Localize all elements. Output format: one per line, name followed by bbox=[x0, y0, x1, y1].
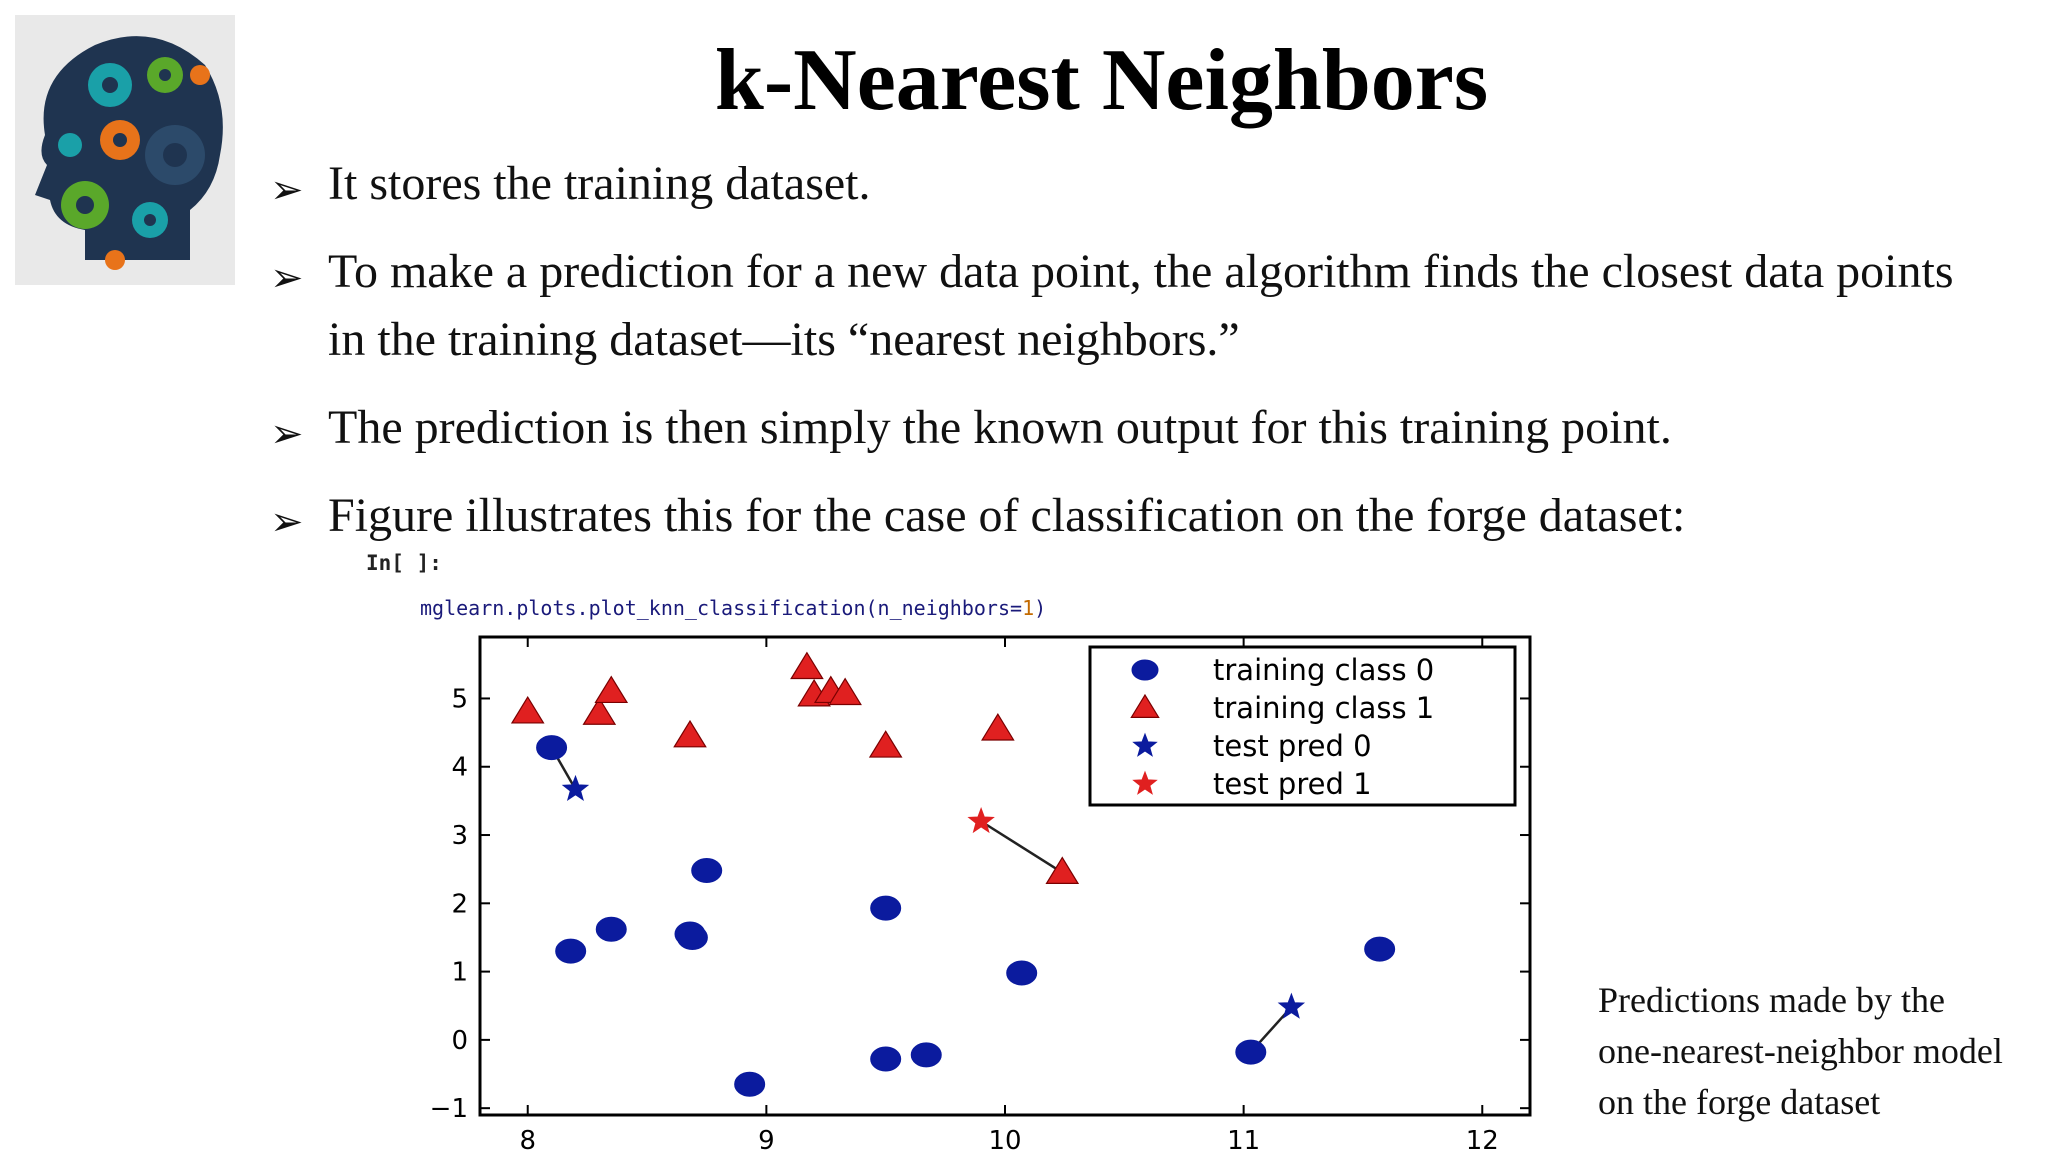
brain-gears-logo bbox=[15, 15, 235, 285]
training-class-0-point bbox=[595, 916, 627, 942]
bullet-item: ➢ The prediction is then simply the know… bbox=[270, 394, 1990, 462]
test-pred-0-point bbox=[561, 774, 590, 801]
caption-line: one-nearest-neighbor model bbox=[1598, 1031, 2003, 1071]
bullet-text: The prediction is then simply the known … bbox=[328, 401, 1672, 454]
x-tick-label: 9 bbox=[758, 1126, 775, 1156]
y-tick-label: 5 bbox=[451, 684, 468, 714]
code-argument: 1 bbox=[1022, 596, 1035, 620]
bullet-text: Figure illustrates this for the case of … bbox=[328, 489, 1686, 542]
caption-line: on the forge dataset bbox=[1598, 1082, 1881, 1122]
arrow-bullet-icon: ➢ bbox=[270, 499, 304, 544]
y-tick-label: 1 bbox=[451, 958, 468, 988]
y-tick-label: 0 bbox=[451, 1026, 468, 1056]
training-class-0-point bbox=[1235, 1039, 1267, 1065]
training-class-0-point bbox=[676, 924, 708, 950]
legend-marker bbox=[1131, 659, 1159, 681]
code-line: mglearn.plots.plot_knn_classification(n_… bbox=[420, 596, 1046, 620]
test-pred-1-point bbox=[967, 806, 995, 834]
caption-line: Predictions made by the bbox=[1598, 980, 1945, 1020]
legend-box bbox=[1088, 645, 1517, 807]
y-tick-label: 3 bbox=[451, 821, 468, 851]
test-pred-0-point bbox=[1277, 992, 1306, 1019]
bullet-text: It stores the training dataset. bbox=[328, 157, 871, 210]
y-tick-label: −1 bbox=[430, 1094, 468, 1124]
figure-caption: Predictions made by the one-nearest-neig… bbox=[1598, 975, 2043, 1128]
training-class-0-point bbox=[536, 735, 568, 761]
legend-label: training class 1 bbox=[1213, 691, 1434, 725]
slide-title: k-Nearest Neighbors bbox=[714, 32, 1489, 129]
training-class-1-point bbox=[582, 697, 617, 725]
training-class-0-point bbox=[691, 858, 723, 884]
arrow-bullet-icon: ➢ bbox=[270, 255, 304, 300]
arrow-bullet-icon: ➢ bbox=[270, 411, 304, 456]
training-class-1-point bbox=[790, 651, 824, 680]
training-class-1-point bbox=[828, 677, 862, 706]
training-class-0-point bbox=[910, 1042, 942, 1068]
x-tick-label: 8 bbox=[519, 1126, 536, 1156]
y-tick-label: 2 bbox=[451, 889, 468, 919]
bullet-item: ➢ Figure illustrates this for the case o… bbox=[270, 482, 1990, 550]
training-class-0-point bbox=[555, 938, 587, 964]
legend-marker bbox=[1130, 693, 1160, 718]
y-tick-label: 4 bbox=[451, 753, 468, 783]
training-class-0-point bbox=[870, 895, 902, 921]
training-class-1-point bbox=[673, 719, 707, 748]
bullet-item: ➢ It stores the training dataset. bbox=[270, 150, 1990, 218]
legend-label: test pred 1 bbox=[1213, 767, 1372, 801]
bullet-text: To make a prediction for a new data poin… bbox=[328, 245, 1954, 366]
training-class-0-point bbox=[734, 1071, 766, 1097]
training-class-1-point bbox=[510, 695, 545, 724]
training-class-1-point bbox=[1045, 856, 1080, 884]
legend-marker bbox=[1132, 770, 1158, 795]
code-call: mglearn.plots.plot_knn_classification(n_… bbox=[420, 596, 1023, 620]
x-tick-label: 10 bbox=[988, 1126, 1021, 1156]
legend-marker bbox=[1132, 732, 1158, 757]
brain-gears-icon bbox=[35, 36, 223, 270]
training-class-0-point bbox=[1006, 960, 1038, 986]
training-class-0-point bbox=[870, 1046, 902, 1072]
x-tick-label: 12 bbox=[1466, 1126, 1499, 1156]
arrow-bullet-icon: ➢ bbox=[270, 167, 304, 212]
notebook-cell-prompt: In[ ]: bbox=[366, 551, 442, 575]
training-class-1-point bbox=[981, 713, 1015, 741]
code-close: ) bbox=[1034, 596, 1047, 620]
legend-label: test pred 0 bbox=[1213, 729, 1372, 763]
neighbor-link-line bbox=[980, 820, 1063, 874]
training-class-1-point bbox=[594, 675, 629, 704]
x-tick-label: 11 bbox=[1227, 1126, 1260, 1156]
training-class-1-point bbox=[868, 730, 903, 758]
bullet-list: ➢ It stores the training dataset. ➢ To m… bbox=[270, 150, 1990, 570]
training-class-0-point bbox=[1364, 936, 1396, 962]
bullet-item: ➢ To make a prediction for a new data po… bbox=[270, 238, 1990, 374]
legend-label: training class 0 bbox=[1213, 653, 1434, 687]
